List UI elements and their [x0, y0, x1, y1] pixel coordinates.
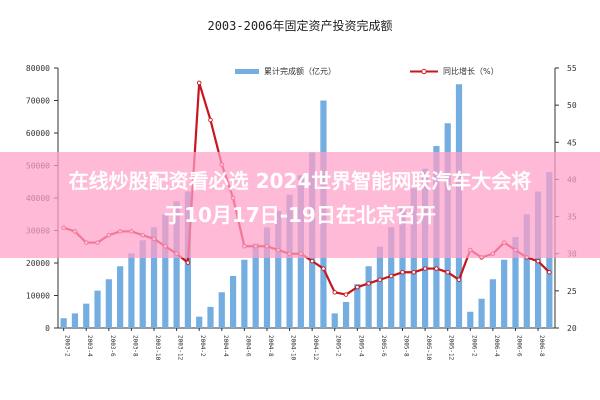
bar [342, 302, 350, 328]
y-tick-label-left: 70000 [26, 97, 50, 106]
x-tick-label: 2006-4 [493, 335, 500, 357]
overlay-caption: 在线炒股配资看必选 2024世界智能网联汽车大会将 于10月17日-19日在北京… [0, 164, 600, 232]
x-tick-label: 2003-6 [109, 335, 116, 357]
x-tick-label: 2005-6 [380, 335, 387, 357]
y-tick-label-left: 0 [45, 324, 50, 333]
y-tick-label-right: 55 [567, 64, 577, 73]
line-point [535, 258, 541, 264]
line-point [456, 277, 462, 282]
y-tick-label-left: 20000 [26, 259, 50, 268]
x-tick-label: 2003-12 [177, 335, 184, 361]
bar [263, 227, 271, 328]
bar [376, 246, 384, 328]
x-tick-label: 2004-4 [222, 335, 229, 357]
x-tick-label: 2006-8 [538, 335, 545, 357]
line-point [411, 270, 417, 275]
legend-label-bar: 累计完成额（亿元） [264, 66, 336, 76]
line-point [343, 292, 349, 297]
x-tick-label: 2005-8 [403, 335, 410, 357]
bar [218, 292, 225, 328]
line-point [185, 260, 191, 265]
x-tick-label: 2003-4 [86, 335, 93, 357]
y-tick-label-left: 60000 [26, 129, 50, 138]
bar [365, 266, 372, 328]
line-point [434, 266, 439, 271]
x-tick-label: 2005-10 [425, 335, 432, 361]
legend-swatch-marker [421, 68, 427, 75]
bar [71, 313, 79, 328]
x-ticks: 2003-2 2003-4 2003-6 2003-8 2003-10 2003-12 20… [63, 328, 545, 361]
line-point [445, 270, 450, 275]
bar [512, 237, 519, 328]
bar [523, 214, 530, 328]
bar [399, 207, 406, 328]
line-point [332, 290, 337, 295]
y-tick-label-left: 80000 [26, 64, 50, 73]
bar [60, 318, 67, 328]
bar [501, 259, 508, 328]
bar [410, 188, 417, 328]
bar [162, 214, 169, 328]
x-tick-label: 2006-6 [515, 335, 522, 357]
y-tick-label-right: 20 [567, 324, 577, 333]
bar [478, 298, 485, 328]
x-tick-label: 2003-2 [64, 335, 71, 357]
bar [467, 311, 474, 328]
chart-title: 2003-2006年固定资产投资完成额 [207, 18, 392, 33]
bar [150, 227, 158, 328]
line-point [366, 281, 371, 286]
line-point [196, 80, 202, 86]
x-tick-label: 2004-10 [290, 335, 297, 361]
bar [139, 240, 146, 328]
line-point [208, 117, 213, 123]
bar [241, 259, 248, 328]
y-tick-label-left: 10000 [26, 292, 50, 301]
bar [105, 279, 112, 328]
x-tick-label: 2003-8 [131, 335, 138, 357]
x-tick-label: 2004-2 [199, 335, 206, 357]
x-tick-label: 2006-2 [470, 335, 477, 357]
bar [489, 279, 496, 328]
x-tick-label: 2005-2 [335, 335, 342, 357]
line-point [321, 266, 326, 271]
line-point [400, 270, 405, 275]
y-tick-label-right: 25 [567, 287, 577, 296]
bar [229, 276, 237, 328]
line-point [309, 258, 315, 264]
overlay-banner [0, 152, 600, 258]
legend-swatch-bar [235, 69, 259, 74]
x-tick-label: 2005-12 [448, 335, 455, 361]
line-point [388, 273, 394, 279]
bar [275, 211, 282, 328]
bar [354, 284, 361, 328]
legend-label-line: 同比增长（%） [443, 66, 499, 76]
bar [94, 290, 101, 328]
bar [207, 306, 214, 328]
bar [117, 266, 124, 328]
line-point [547, 270, 552, 275]
y-tick-label-right: 50 [567, 101, 577, 110]
line-point [355, 284, 360, 290]
overlay-line-1: 在线炒股配资看必选 2024世界智能网联汽车大会将 [68, 169, 532, 193]
legend: 累计完成额（亿元） 同比增长（%） [235, 66, 499, 76]
line-point [377, 277, 383, 282]
line-point [422, 266, 428, 271]
bar [83, 303, 90, 328]
x-tick-label: 2005-4 [357, 335, 364, 357]
bar [286, 194, 293, 328]
x-tick-label: 2003-10 [154, 335, 161, 361]
bar [173, 201, 180, 328]
bar [252, 243, 259, 328]
x-tick-label: 2004-12 [312, 335, 319, 361]
bar [196, 316, 203, 328]
y-tick-label-right: 45 [567, 138, 577, 147]
x-tick-label: 2004-8 [267, 335, 274, 357]
bar [128, 253, 135, 328]
bar [331, 313, 338, 328]
overlay-line-2: 于10月17日-19日在北京召开 [164, 203, 436, 227]
x-tick-label: 2004-6 [244, 335, 251, 357]
